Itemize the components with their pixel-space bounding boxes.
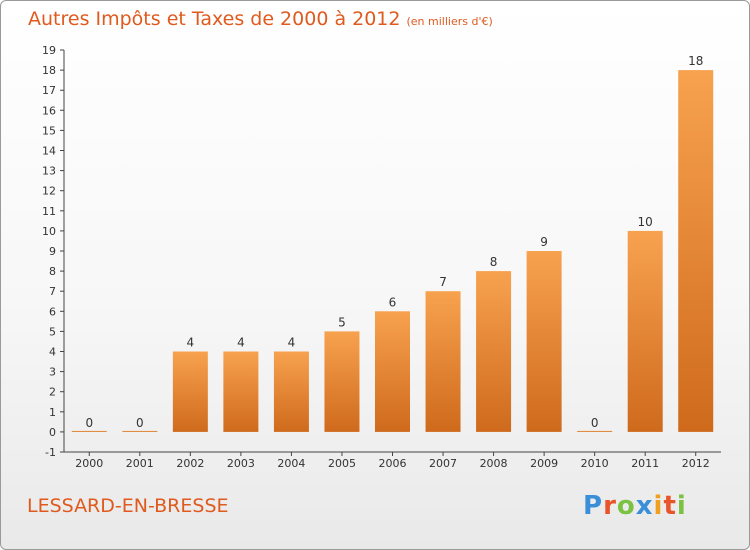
logo-letter: t [663, 491, 677, 521]
y-tick-label: 17 [42, 84, 56, 97]
x-tick-label: 2010 [581, 457, 609, 470]
y-tick-label: 9 [49, 245, 56, 258]
x-tick-label: 2002 [176, 457, 204, 470]
bar [172, 351, 208, 432]
x-tick-label: 2000 [75, 457, 103, 470]
y-tick-label: 16 [42, 104, 56, 117]
place-name: LESSARD-EN-BRESSE [27, 495, 229, 517]
x-tick-label: 2004 [277, 457, 305, 470]
y-tick-label: 7 [49, 285, 56, 298]
data-label: 0 [591, 416, 599, 430]
x-tick-label: 2006 [379, 457, 407, 470]
x-tick-label: 2011 [631, 457, 659, 470]
data-label: 0 [136, 416, 144, 430]
y-tick-label: 1 [49, 406, 56, 419]
y-tick-label: 12 [42, 185, 56, 198]
y-tick-label: 5 [49, 325, 56, 338]
logo-letter: i [653, 491, 664, 521]
data-label: 9 [540, 235, 548, 249]
bar [678, 70, 714, 432]
y-tick-label: 14 [42, 145, 56, 158]
proxiti-logo: Proxiti [583, 491, 687, 521]
y-tick-label: 18 [42, 64, 56, 77]
y-tick-label: -1 [45, 446, 56, 459]
data-label: 4 [288, 336, 296, 350]
y-tick-label: 8 [49, 265, 56, 278]
data-label: 4 [237, 336, 245, 350]
x-tick-label: 2005 [328, 457, 356, 470]
bar [526, 251, 562, 432]
chart-title: Autres Impôts et Taxes de 2000 à 2012 (en… [28, 8, 493, 30]
x-tick-label: 2012 [682, 457, 710, 470]
data-label: 4 [187, 336, 195, 350]
bar [375, 311, 410, 432]
y-tick-label: 2 [49, 386, 56, 399]
chart-title-text: Autres Impôts et Taxes de 2000 à 2012 [28, 8, 401, 30]
y-tick-label: 6 [49, 305, 56, 318]
bar [577, 430, 613, 432]
data-label: 0 [85, 416, 93, 430]
bar [425, 291, 461, 432]
y-tick-label: 19 [42, 44, 56, 57]
data-label: 5 [338, 315, 346, 329]
y-tick-label: 13 [42, 165, 56, 178]
x-tick-label: 2009 [530, 457, 558, 470]
y-tick-label: 10 [42, 225, 56, 238]
chart-subtitle: (en milliers d'€) [406, 15, 493, 28]
bar [223, 351, 259, 432]
logo-letter: o [616, 491, 636, 521]
y-tick-label: 0 [49, 426, 56, 439]
x-tick-label: 2003 [227, 457, 255, 470]
data-label: 8 [490, 255, 498, 269]
logo-letter: P [583, 491, 604, 521]
data-label: 18 [688, 54, 703, 68]
bar [273, 351, 309, 432]
bar [476, 271, 512, 432]
bar [324, 331, 360, 432]
logo-letter: x [635, 491, 654, 521]
y-tick-label: 15 [42, 124, 56, 137]
bar [71, 430, 107, 432]
data-label: 6 [389, 295, 397, 309]
y-tick-label: 4 [49, 346, 56, 359]
x-tick-label: 2008 [480, 457, 508, 470]
x-tick-label: 2001 [126, 457, 154, 470]
y-tick-label: 11 [42, 205, 56, 218]
y-tick-label: 3 [49, 366, 56, 379]
bar [122, 430, 158, 432]
data-label: 7 [439, 275, 447, 289]
data-label: 10 [638, 215, 653, 229]
logo-letter: i [676, 491, 687, 521]
bar [627, 230, 663, 432]
logo-letter: r [603, 491, 617, 521]
x-tick-label: 2007 [429, 457, 457, 470]
